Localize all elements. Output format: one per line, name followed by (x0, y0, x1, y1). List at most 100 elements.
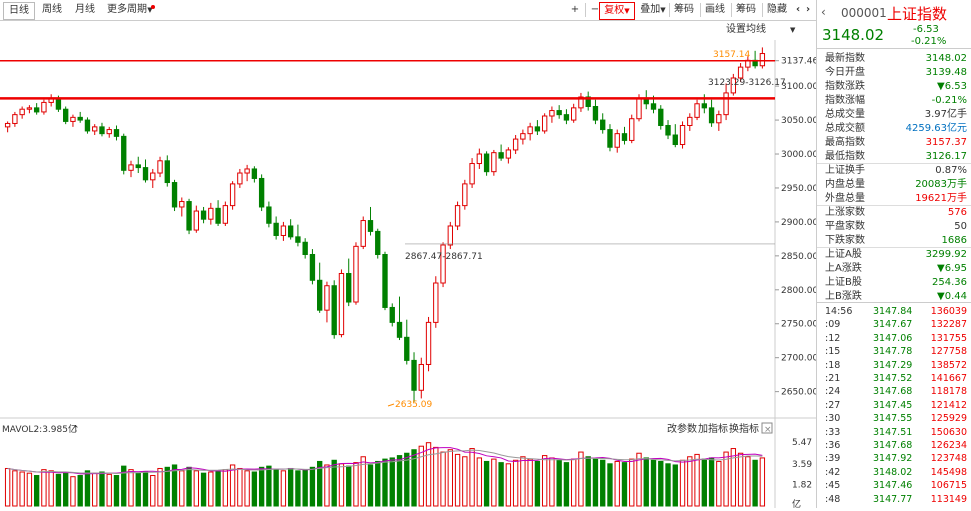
candle-body (592, 105, 599, 121)
volume-bar (447, 449, 453, 507)
tick-vol: 141667 (930, 373, 967, 384)
volume-bar (614, 460, 620, 507)
chevron-down-icon[interactable]: ▼ (147, 6, 153, 14)
kline-chart-area[interactable]: 设置均线 ▼ 3137.46 3100.00 3050.00 3000.00 2950.… (0, 20, 818, 510)
tick-price: 3147.77 (873, 493, 913, 505)
stat-row: 下跌家数 1686 (825, 234, 967, 248)
adjust-button[interactable]: 复权▼ (599, 2, 635, 20)
candle-body (375, 230, 381, 255)
candle-body (737, 66, 744, 79)
volume-bar (302, 469, 308, 507)
stat-label: 上证B股 (825, 277, 862, 288)
volume-bar (4, 467, 11, 507)
candles-group (4, 47, 766, 402)
volume-bar (571, 458, 577, 507)
volume-bar (636, 452, 642, 507)
candle-body (541, 115, 548, 132)
candle-body (418, 363, 424, 391)
tick-price: 3147.55 (873, 413, 913, 425)
stat-value: 50 (954, 221, 967, 232)
candle-body (433, 282, 439, 323)
tick-row: :48 3147.77 113149 (825, 493, 967, 506)
volume-bar (382, 458, 388, 507)
candle-body (353, 245, 359, 303)
close-icon[interactable]: × (764, 425, 772, 435)
volume-bar (694, 453, 700, 507)
candle-body (556, 110, 562, 116)
stat-row: 今日开盘 3139.48 (825, 66, 967, 80)
candle-body (295, 236, 301, 243)
volume-bar (621, 462, 628, 507)
stat-value: ▼6.53 (937, 81, 967, 92)
volume-bar (70, 476, 76, 507)
volume-bar (171, 464, 178, 507)
chevron-down-icon[interactable]: ▼ (790, 26, 796, 34)
chip-button[interactable]: 筹码 (674, 4, 694, 15)
stat-label: 内盘总量 (825, 179, 865, 190)
tick-price: 3147.67 (873, 319, 913, 331)
kline-chart-svg[interactable]: 设置均线 ▼ 3137.46 3100.00 3050.00 3000.00 2950.… (0, 20, 818, 510)
switch-indicator-button[interactable]: 换指标 (729, 422, 759, 435)
volume-bar (730, 448, 737, 507)
price-axis-label: 3000.00 (781, 150, 816, 160)
stat-value: ▼0.44 (937, 291, 967, 302)
tick-time: :39 (825, 453, 841, 465)
price-axis-label: 2750.00 (781, 320, 816, 330)
volume-bar (121, 465, 127, 507)
candle-body (367, 220, 374, 232)
candle-body (483, 153, 490, 173)
settings-ma-label[interactable]: 设置均线 (726, 22, 766, 35)
candle-body (77, 116, 83, 121)
candle-body (179, 201, 185, 208)
back-arrow-icon[interactable]: ‹ (821, 5, 826, 19)
volume-bar (672, 464, 678, 507)
next-arrow-icon[interactable]: › (805, 4, 811, 15)
volume-bar (541, 455, 548, 507)
draw-line-button[interactable]: 画线 (705, 4, 725, 15)
candle-body (208, 207, 214, 220)
stat-row: 最新指数 3148.02 (825, 52, 967, 66)
stat-row: 指数涨幅 -0.21% (825, 94, 967, 108)
volume-bar (585, 456, 591, 507)
volume-bar (179, 470, 185, 507)
tab-weekly[interactable]: 周线 (42, 4, 62, 15)
current-price: 3148.02 (822, 26, 885, 44)
zoom-out-button[interactable]: − (590, 4, 600, 15)
stat-label: 上A涨跌 (825, 263, 862, 274)
volume-ma-line (7, 447, 763, 475)
volume-bar (433, 446, 439, 507)
tick-price: 3147.68 (873, 386, 913, 398)
stat-label: 上证A股 (825, 249, 862, 260)
candle-body (411, 359, 417, 391)
zoom-in-button[interactable]: + (570, 4, 580, 15)
volume-bar (440, 451, 446, 507)
tab-more-periods[interactable]: 更多周期 (107, 4, 147, 15)
candle-body (302, 241, 308, 255)
reference-lines (0, 59, 775, 245)
tab-monthly[interactable]: 月线 (75, 4, 95, 15)
stat-value: 3139.48 (925, 67, 967, 78)
edit-params-button[interactable]: 改参数 (667, 422, 697, 435)
volume-bar (331, 459, 337, 507)
candle-body (708, 107, 715, 124)
tab-daily[interactable]: 日线 (3, 2, 35, 20)
chip-button-2[interactable]: 筹码 (736, 4, 756, 15)
candle-body (142, 167, 149, 181)
hide-button[interactable]: 隐藏 (767, 4, 787, 15)
candle-body (404, 336, 410, 361)
volume-bar (200, 472, 207, 507)
tick-row: :21 3147.52 141667 (825, 372, 967, 385)
candle-body (338, 273, 345, 336)
volume-bar (723, 451, 729, 507)
candle-body (491, 152, 497, 173)
price-axis-label: 3050.00 (781, 116, 816, 126)
add-indicator-button[interactable]: 加指标 (698, 422, 728, 435)
overlay-button[interactable]: 叠加▼ (637, 2, 669, 18)
range-annotation: 3123.29-3126.17 (708, 78, 786, 88)
prev-arrow-icon[interactable]: ‹ (795, 4, 801, 15)
tick-price: 3148.02 (873, 466, 913, 478)
candle-body (12, 114, 18, 124)
quote-header: ‹ 000001 上证指数 3148.02 -6.53 -0.21% (817, 0, 971, 49)
close-volume-button[interactable] (761, 422, 773, 434)
candle-body (55, 97, 62, 110)
